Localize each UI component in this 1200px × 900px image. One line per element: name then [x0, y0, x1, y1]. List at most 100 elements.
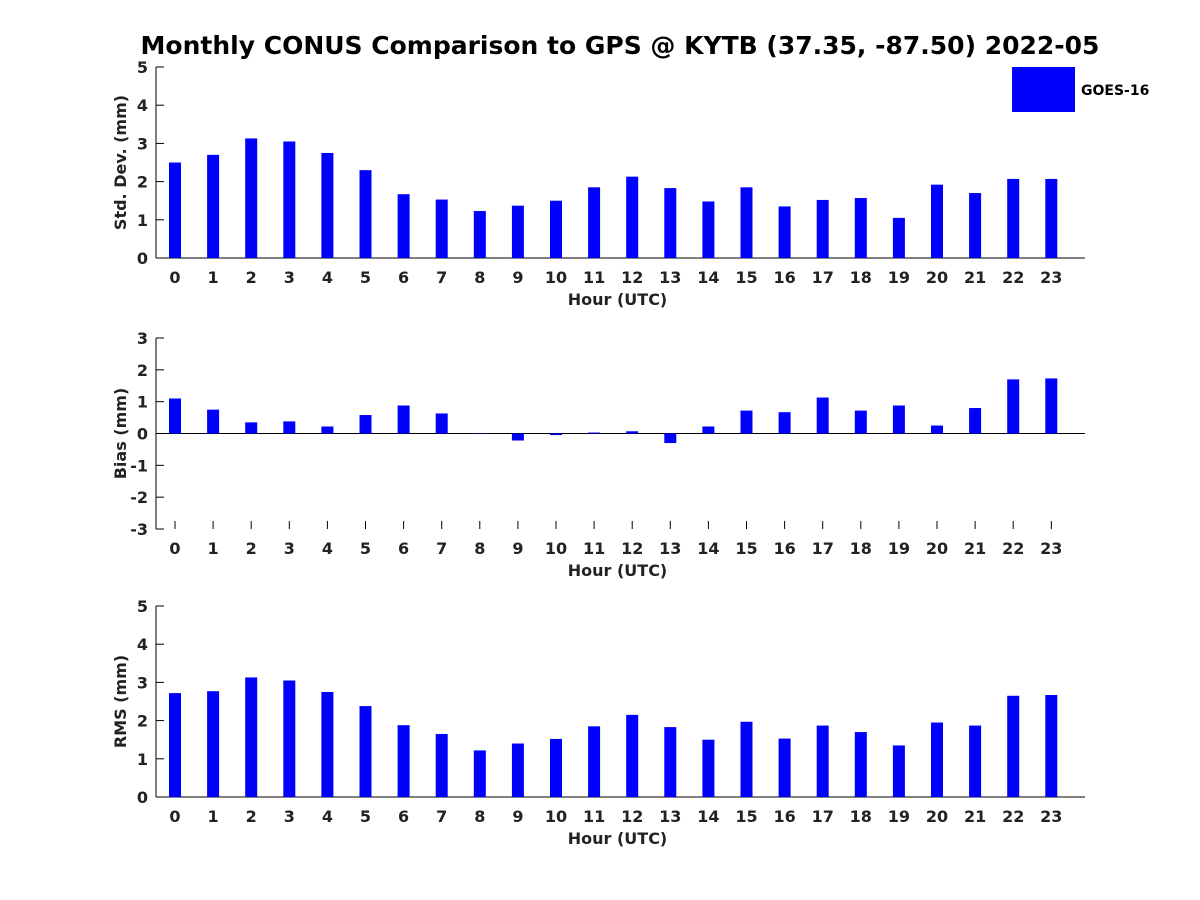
x-tick-label: 12 [621, 268, 643, 287]
bar-4 [321, 691, 334, 797]
y-tick-label: -1 [130, 456, 148, 475]
x-tick-label: 4 [322, 268, 333, 287]
bar-0 [169, 693, 181, 797]
x-axis-label: Hour (UTC) [568, 829, 668, 848]
x-tick-label: 5 [360, 268, 371, 287]
x-tick-label: 10 [545, 268, 567, 287]
y-tick-label: 3 [137, 673, 148, 692]
x-tick-label: 5 [360, 807, 371, 826]
bar-13 [664, 727, 677, 797]
bar-18 [854, 732, 867, 797]
bar-7 [435, 733, 448, 797]
bar-18 [854, 198, 867, 258]
bar-12 [626, 714, 639, 797]
bar-9 [511, 743, 524, 797]
x-tick-label: 16 [773, 539, 795, 558]
x-tick-label: 13 [659, 268, 681, 287]
bar-15 [740, 721, 753, 797]
bar-11 [588, 187, 601, 258]
bar-4 [321, 152, 334, 258]
x-tick-label: 3 [284, 539, 295, 558]
x-tick-label: 9 [512, 807, 523, 826]
y-tick-label: 2 [137, 361, 148, 380]
x-tick-label: 11 [583, 807, 605, 826]
bar-3 [283, 421, 296, 434]
x-tick-label: 1 [208, 539, 219, 558]
x-tick-label: 17 [812, 268, 834, 287]
bar-19 [892, 405, 905, 434]
x-tick-label: 6 [398, 268, 409, 287]
bar-5 [359, 706, 372, 797]
bar-7 [435, 413, 448, 434]
x-tick-label: 20 [926, 807, 948, 826]
bar-2 [245, 677, 258, 797]
bar-4 [321, 426, 334, 434]
bar-3 [283, 680, 296, 797]
y-tick-label: 2 [137, 173, 148, 192]
x-tick-label: 18 [850, 539, 872, 558]
x-tick-label: 10 [545, 539, 567, 558]
x-tick-label: 3 [284, 807, 295, 826]
bar-10 [550, 738, 562, 797]
y-tick-label: 5 [137, 58, 148, 77]
bar-0 [169, 398, 181, 434]
x-tick-label: 23 [1040, 539, 1062, 558]
bar-20 [931, 184, 943, 258]
x-axis-label: Hour (UTC) [568, 290, 668, 309]
x-tick-label: 0 [169, 807, 180, 826]
bar-17 [816, 397, 829, 434]
bar-17 [816, 725, 829, 797]
bar-2 [245, 422, 258, 434]
x-tick-label: 8 [474, 539, 485, 558]
x-tick-label: 19 [888, 539, 910, 558]
bar-16 [778, 206, 791, 258]
bar-15 [740, 410, 753, 434]
bar-3 [283, 141, 296, 258]
x-axis-label: Hour (UTC) [568, 561, 668, 580]
x-tick-label: 4 [322, 807, 333, 826]
x-tick-label: 7 [436, 807, 447, 826]
x-tick-label: 12 [621, 539, 643, 558]
y-tick-label: 3 [137, 134, 148, 153]
x-tick-label: 7 [436, 539, 447, 558]
x-tick-label: 11 [583, 268, 605, 287]
y-tick-label: 2 [137, 712, 148, 731]
bar-8 [473, 433, 486, 434]
bar-16 [778, 738, 791, 797]
x-tick-label: 16 [773, 268, 795, 287]
x-tick-label: 19 [888, 268, 910, 287]
bar-0 [169, 162, 181, 258]
x-tick-label: 6 [398, 807, 409, 826]
bar-1 [207, 691, 220, 797]
bar-10 [550, 200, 562, 258]
x-tick-label: 13 [659, 539, 681, 558]
y-tick-label: 1 [137, 393, 148, 412]
bar-6 [397, 194, 410, 258]
x-tick-label: 17 [812, 807, 834, 826]
bar-21 [969, 193, 982, 258]
x-tick-label: 2 [246, 539, 257, 558]
x-tick-label: 8 [474, 807, 485, 826]
y-tick-label: 3 [137, 329, 148, 348]
bar-7 [435, 199, 448, 258]
x-tick-label: 21 [964, 268, 986, 287]
x-tick-label: 6 [398, 539, 409, 558]
x-tick-label: 1 [208, 268, 219, 287]
bar-14 [702, 201, 715, 258]
x-tick-label: 19 [888, 807, 910, 826]
bar-11 [588, 432, 601, 434]
x-tick-label: 17 [812, 539, 834, 558]
x-tick-label: 12 [621, 807, 643, 826]
y-tick-label: 0 [137, 788, 148, 807]
bar-11 [588, 726, 601, 797]
x-tick-label: 9 [512, 268, 523, 287]
x-tick-label: 13 [659, 807, 681, 826]
y-tick-label: 0 [137, 425, 148, 444]
bar-8 [473, 211, 486, 258]
y-tick-label: 1 [137, 211, 148, 230]
bar-19 [892, 745, 905, 797]
x-tick-label: 21 [964, 807, 986, 826]
